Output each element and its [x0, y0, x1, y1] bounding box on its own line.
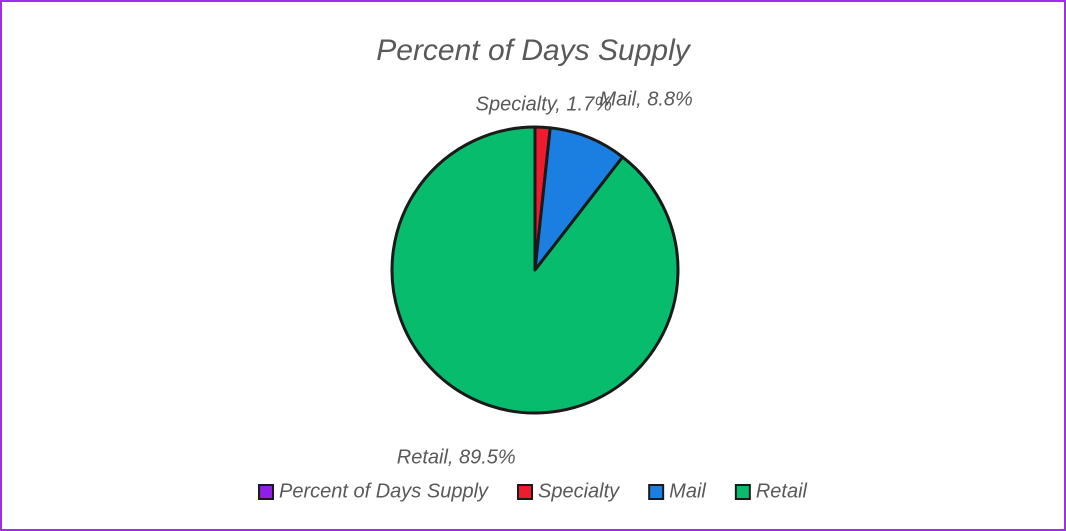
- legend-swatch: [517, 484, 534, 500]
- legend-swatch: [734, 484, 751, 500]
- legend-swatch: [648, 484, 665, 500]
- data-label: Specialty, 1.7%: [476, 94, 612, 116]
- pie-slice: [390, 125, 680, 415]
- legend-swatch: [258, 484, 275, 500]
- legend-label: Specialty: [538, 480, 620, 502]
- data-label: Mail, 8.8%: [599, 89, 692, 111]
- legend-label: Mail: [669, 480, 706, 502]
- legend-label: Percent of Days Supply: [279, 480, 489, 502]
- data-label: Retail, 89.5%: [397, 446, 516, 468]
- legend-label: Retail: [756, 480, 808, 502]
- chart-title: Percent of Days Supply: [376, 34, 691, 67]
